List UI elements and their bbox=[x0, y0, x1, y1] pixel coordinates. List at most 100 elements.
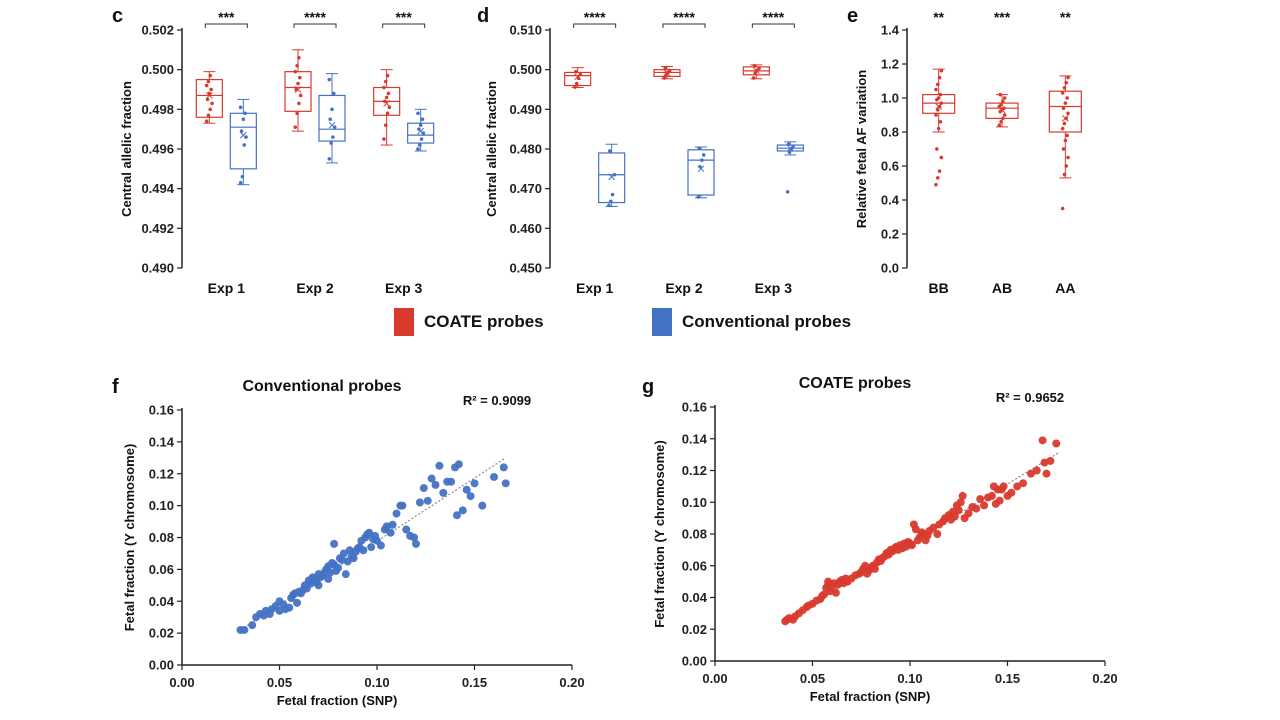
data-point bbox=[1063, 101, 1068, 105]
y-tick-label: 0.492 bbox=[141, 221, 174, 236]
x-category-label: Exp 2 bbox=[296, 280, 334, 296]
data-point bbox=[421, 131, 426, 135]
y-tick-label: 0.490 bbox=[509, 102, 542, 117]
data-point bbox=[1060, 206, 1065, 211]
data-point bbox=[330, 107, 334, 112]
data-point bbox=[207, 91, 212, 96]
y-tick-label: 1.0 bbox=[881, 91, 899, 106]
scatter-point bbox=[410, 533, 419, 542]
y-tick-label: 0.16 bbox=[149, 403, 174, 418]
y-tick-label: 0.14 bbox=[682, 431, 708, 446]
data-point bbox=[239, 129, 244, 133]
data-point bbox=[208, 73, 213, 78]
box-iqr bbox=[284, 71, 312, 112]
scatter-point bbox=[999, 482, 1008, 491]
data-point bbox=[935, 82, 940, 87]
significance-label: ** bbox=[933, 9, 944, 25]
significance-label: **** bbox=[673, 9, 695, 25]
scatter-point bbox=[431, 480, 440, 489]
data-point bbox=[935, 176, 940, 180]
scatter-point bbox=[330, 539, 339, 548]
data-point bbox=[420, 117, 425, 122]
y-tick-label: 0.06 bbox=[682, 558, 707, 573]
y-tick-label: 0.502 bbox=[141, 23, 174, 38]
data-point bbox=[757, 66, 761, 71]
scatter-point bbox=[954, 506, 963, 515]
significance-label: *** bbox=[395, 9, 412, 25]
legend-item-conventional: Conventional probes bbox=[652, 308, 851, 336]
data-point bbox=[417, 127, 421, 132]
data-point bbox=[298, 93, 303, 98]
data-point bbox=[791, 144, 795, 149]
legend-item-coate: COATE probes bbox=[394, 308, 544, 336]
x-tick-label: 0.10 bbox=[897, 671, 922, 686]
data-point bbox=[244, 135, 248, 139]
x-tick-label: 0.15 bbox=[995, 671, 1020, 686]
significance-label: **** bbox=[584, 9, 606, 25]
x-tick-label: 0.15 bbox=[462, 675, 487, 690]
significance-bracket bbox=[382, 23, 426, 28]
scatter-point bbox=[956, 498, 965, 507]
data-point bbox=[1062, 85, 1067, 90]
scatter-point bbox=[964, 509, 973, 518]
data-point bbox=[204, 119, 209, 124]
y-tick-label: 0.08 bbox=[149, 530, 174, 545]
scatter-point bbox=[933, 530, 942, 538]
data-point bbox=[937, 169, 942, 173]
scatter-point bbox=[447, 477, 456, 486]
data-point bbox=[295, 63, 299, 68]
scatter-point bbox=[501, 479, 510, 488]
data-point bbox=[785, 189, 790, 194]
data-point bbox=[294, 87, 299, 92]
data-point bbox=[329, 141, 333, 145]
data-point bbox=[1066, 155, 1070, 160]
data-point bbox=[240, 174, 245, 179]
r-squared-label: R² = 0.9099 bbox=[463, 393, 531, 408]
data-point bbox=[663, 66, 668, 70]
y-tick-label: 0.500 bbox=[509, 62, 542, 77]
scatter-point bbox=[386, 528, 395, 537]
data-point bbox=[297, 101, 301, 106]
data-point bbox=[327, 77, 332, 82]
y-tick-label: 0.496 bbox=[141, 142, 174, 157]
data-point bbox=[238, 105, 243, 110]
data-point bbox=[296, 81, 300, 86]
y-axis-label: Fetal fraction (Y chromosome) bbox=[122, 444, 137, 632]
r-squared-label: R² = 0.9652 bbox=[996, 390, 1064, 405]
scatter-point bbox=[359, 546, 368, 555]
data-point bbox=[935, 147, 939, 151]
scatter-point bbox=[398, 501, 407, 510]
x-category-label: BB bbox=[929, 280, 949, 296]
panel-label-c: c bbox=[112, 5, 123, 27]
data-point bbox=[752, 63, 757, 68]
data-point bbox=[1063, 138, 1068, 143]
data-point bbox=[386, 91, 391, 96]
x-tick-label: 0.10 bbox=[364, 675, 389, 690]
scatter-point bbox=[439, 488, 448, 497]
y-tick-label: 0.12 bbox=[149, 466, 174, 481]
y-tick-label: 0.460 bbox=[509, 221, 542, 236]
data-point bbox=[418, 123, 423, 128]
scatter-point bbox=[285, 603, 294, 612]
scatter-point bbox=[980, 501, 989, 510]
data-point bbox=[208, 107, 213, 112]
x-axis-label: Fetal fraction (SNP) bbox=[810, 689, 931, 704]
data-point bbox=[382, 137, 386, 141]
data-point bbox=[1060, 126, 1065, 131]
legend-label-coate: COATE probes bbox=[424, 312, 544, 331]
data-point bbox=[209, 87, 213, 92]
scatter-point bbox=[427, 474, 436, 483]
y-tick-label: 0.04 bbox=[682, 590, 708, 605]
significance-bracket bbox=[204, 23, 248, 28]
scatter-point bbox=[1013, 482, 1022, 491]
scatter-point bbox=[423, 496, 432, 505]
scatter-point bbox=[454, 460, 463, 469]
x-category-label: Exp 3 bbox=[755, 280, 793, 296]
data-point bbox=[573, 85, 577, 89]
data-point bbox=[938, 119, 943, 124]
y-axis-label: Fetal fraction (Y chromosome) bbox=[652, 440, 667, 628]
data-point bbox=[696, 195, 701, 199]
y-tick-label: 0.500 bbox=[141, 62, 174, 77]
scatter-point bbox=[324, 574, 333, 583]
chart-title: Conventional probes bbox=[242, 378, 401, 395]
